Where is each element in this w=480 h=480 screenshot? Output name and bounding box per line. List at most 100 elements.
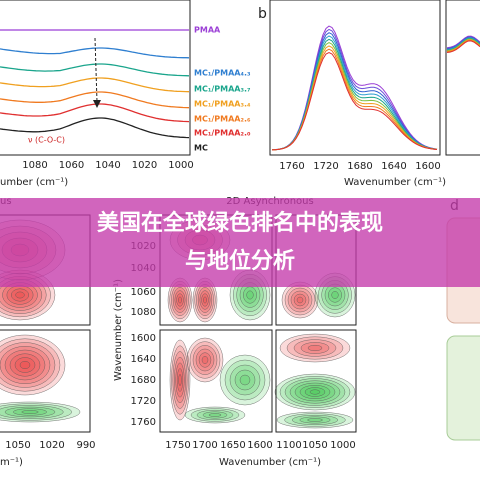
x-tick-label: 1040 — [95, 160, 120, 171]
y-tick-label: 1640 — [131, 354, 156, 365]
legend-label: MC₁/PMAA₂.₆ — [194, 115, 251, 124]
contour — [13, 408, 47, 416]
annotation: ν (C-O-C) — [28, 136, 65, 145]
contour — [307, 418, 323, 422]
spectrum — [0, 63, 190, 77]
contour — [299, 416, 331, 424]
contour — [172, 351, 188, 409]
spectrum — [0, 91, 190, 109]
panel-label: b — [258, 6, 267, 22]
x-tick-label: 1600 — [247, 440, 272, 451]
contour — [178, 296, 182, 304]
x-tick-label: 1000 — [330, 440, 355, 451]
x-tick-label: 1020 — [39, 440, 64, 451]
y-tick-label: 1720 — [131, 396, 156, 407]
contour — [19, 361, 31, 369]
contour — [15, 291, 25, 299]
contour — [0, 405, 64, 419]
contour — [289, 380, 341, 404]
x-axis-label: Wavenumber (cm⁻¹) — [219, 457, 321, 468]
spectrum — [0, 117, 190, 139]
x-tick-label: 1750 — [165, 440, 190, 451]
x-tick-label: 1650 — [220, 440, 245, 451]
x-tick-label: 1100 — [276, 440, 301, 451]
contour — [0, 342, 56, 388]
contour — [195, 348, 215, 372]
contour — [174, 356, 186, 404]
contour — [293, 293, 307, 307]
contour — [174, 290, 186, 310]
legend-label: MC₁/PMAA₃.₄ — [194, 100, 251, 109]
x-tick-label: 1720 — [313, 161, 338, 172]
legend-label: MC₁/PMAA₃.₇ — [194, 85, 251, 94]
contour — [184, 406, 246, 424]
contour — [189, 341, 221, 379]
contour — [192, 345, 218, 375]
contour — [299, 385, 331, 399]
legend-label: MC₁/PMAA₂.₀ — [194, 129, 251, 138]
arrow — [94, 37, 98, 103]
contour — [4, 349, 46, 381]
map-frame — [159, 329, 273, 433]
banner — [0, 198, 480, 287]
contour — [293, 339, 337, 357]
contour — [331, 291, 339, 299]
y-axis-label: Wavenumber (cm⁻¹) — [113, 279, 124, 381]
x-axis-label: Wavenumber (cm⁻¹) — [344, 177, 446, 188]
contour — [224, 359, 266, 401]
contour — [171, 345, 189, 415]
contour — [11, 288, 29, 302]
contour — [4, 406, 56, 418]
x-tick-label: 1080 — [22, 160, 47, 171]
y-tick-label: 1600 — [131, 333, 156, 344]
y-tick-label: 1080 — [131, 307, 156, 318]
contour — [21, 410, 39, 414]
panel-a-frame — [0, 0, 191, 156]
contour — [201, 293, 209, 307]
contour — [198, 352, 212, 368]
legend-label: PMAA — [194, 26, 221, 35]
contour — [286, 336, 344, 360]
y-tick-label: 1760 — [131, 417, 156, 428]
panel-b-frame — [269, 0, 441, 156]
contour — [201, 356, 209, 364]
contour — [0, 401, 81, 423]
contour — [196, 410, 234, 421]
spectrum — [0, 103, 190, 123]
x-tick-label: 1600 — [415, 161, 440, 172]
contour — [0, 346, 51, 384]
spectrum — [271, 32, 438, 151]
contour — [178, 374, 182, 386]
contour — [190, 408, 240, 422]
x-axis-label: m⁻¹) — [0, 457, 23, 468]
contour — [307, 345, 323, 352]
spectrum — [0, 77, 190, 93]
legend-label: MC — [194, 144, 208, 153]
contour — [284, 413, 346, 427]
contour — [296, 296, 304, 304]
spectrum — [0, 47, 190, 59]
x-tick-label: 1680 — [347, 161, 372, 172]
x-axis-label: umber (cm⁻¹) — [0, 177, 68, 188]
x-tick-label: 1050 — [302, 440, 327, 451]
x-tick-label: 1640 — [381, 161, 406, 172]
x-tick-label: 1000 — [168, 160, 193, 171]
contour — [292, 415, 339, 426]
contour — [202, 411, 228, 419]
spectrum — [271, 51, 438, 151]
contour — [199, 290, 211, 310]
x-tick-label: 1050 — [5, 440, 30, 451]
contour — [9, 353, 41, 377]
contour — [197, 287, 213, 313]
contour — [176, 368, 184, 392]
contour — [304, 387, 326, 397]
contour — [287, 287, 313, 313]
spectrum — [446, 40, 480, 53]
contour — [208, 413, 222, 417]
scheme-box — [446, 335, 480, 441]
contour — [300, 342, 330, 354]
contour — [276, 411, 354, 429]
contour — [294, 382, 336, 402]
contour — [0, 334, 66, 396]
